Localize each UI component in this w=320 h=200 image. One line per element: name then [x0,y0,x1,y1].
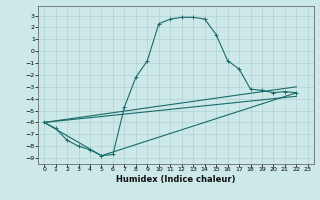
X-axis label: Humidex (Indice chaleur): Humidex (Indice chaleur) [116,175,236,184]
